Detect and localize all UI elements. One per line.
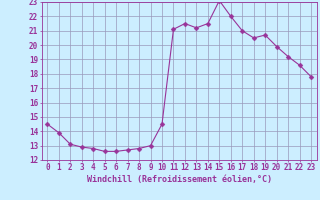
X-axis label: Windchill (Refroidissement éolien,°C): Windchill (Refroidissement éolien,°C) xyxy=(87,175,272,184)
